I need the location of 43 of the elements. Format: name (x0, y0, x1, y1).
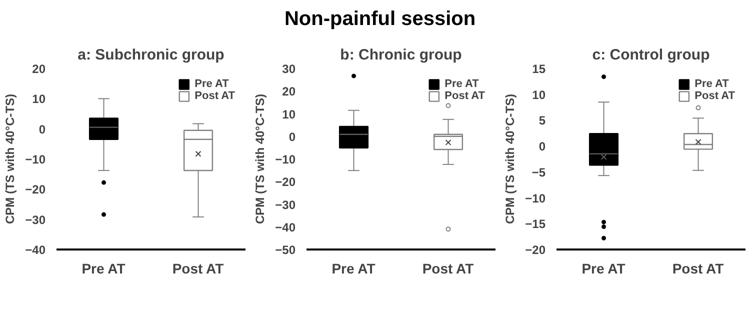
y-axis-title: CPM (TS with 40°C-TS) (503, 93, 518, 224)
y-tick-label: 5 (538, 113, 546, 128)
y-tick-label: 20 (32, 62, 46, 76)
x-tick-label: Post AT (672, 260, 724, 276)
legend-label: Post AT (444, 90, 485, 102)
y-tick-label: 15 (532, 62, 546, 76)
y-tick-label: −40 (275, 220, 296, 234)
y-tick-label: 0 (288, 129, 296, 144)
y-tick-label: −20 (275, 174, 296, 189)
legend-label: Post AT (694, 90, 735, 102)
x-tick-label: Post AT (422, 260, 474, 276)
y-tick-label: −15 (525, 216, 546, 231)
x-tick-label: Pre AT (82, 260, 126, 276)
legend-label: Pre AT (444, 78, 479, 90)
y-tick-label: 30 (282, 62, 296, 76)
y-tick-label: 0 (538, 139, 546, 154)
text: Non-painful session (284, 7, 476, 32)
y-tick-label: 0 (38, 122, 46, 136)
y-axis-title: CPM (TS with 40°C-TS) (3, 93, 18, 224)
y-tick-label: 10 (282, 106, 296, 121)
y-tick-label: 20 (282, 84, 296, 98)
chart-title: b: Chronic group (340, 46, 462, 64)
y-tick-label: −20 (25, 182, 46, 196)
y-tick-label: −50 (275, 242, 296, 257)
y-tick-label: −40 (25, 242, 46, 257)
x-tick-label: Pre AT (582, 260, 626, 276)
y-tick-label: 10 (32, 92, 46, 106)
legend-label: Pre AT (694, 78, 729, 90)
y-tick-label: −10 (525, 190, 546, 205)
legend-label: Pre AT (194, 78, 229, 90)
y-tick-label: −20 (525, 242, 546, 257)
y-tick-label: 10 (532, 87, 546, 102)
legend-label: Post AT (194, 90, 235, 102)
y-tick-label: −10 (25, 152, 46, 166)
y-tick-label: −5 (532, 164, 546, 179)
y-tick-label: −30 (275, 197, 296, 212)
chart-title: c: Control group (592, 46, 710, 64)
chart-title: a: Subchronic group (78, 46, 224, 64)
y-tick-label: −10 (275, 152, 296, 166)
x-tick-label: Post AT (172, 260, 224, 276)
x-tick-label: Pre AT (332, 260, 376, 276)
y-tick-label: −30 (25, 212, 46, 226)
y-axis-title: CPM (TS with 40°C-TS) (253, 93, 268, 224)
